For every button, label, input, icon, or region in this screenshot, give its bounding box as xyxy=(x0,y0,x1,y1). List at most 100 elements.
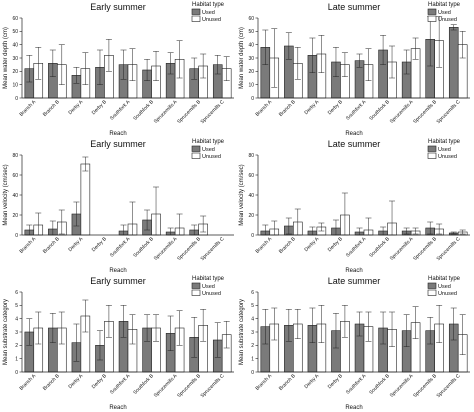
y-tick-label: 0 xyxy=(251,96,254,102)
x-tick-label: Southfork A xyxy=(109,99,132,122)
y-tick-label: 40 xyxy=(12,193,18,199)
legend-label-unused: Unused xyxy=(438,291,457,297)
y-tick-label: 60 xyxy=(248,173,254,179)
chart-panel-4: Late summer 0 20 40 60 80 Branch A Branch B Derb… xyxy=(239,139,470,274)
chart-panel-2: Late summer 0 10 20 30 40 50 60 Branch A Branch B… xyxy=(239,2,470,137)
x-tick-label: Derby A xyxy=(303,99,320,116)
legend-swatch-used xyxy=(427,8,437,15)
chart-title: Early summer xyxy=(90,276,146,286)
y-axis-title: Mean velocity (cm/sec) xyxy=(3,164,9,225)
legend-swatch-unused xyxy=(191,15,201,22)
y-tick-label: 60 xyxy=(248,16,254,22)
x-axis-title: Reach xyxy=(109,405,126,411)
chart-title: Late summer xyxy=(328,2,381,12)
x-tick-label: Southfork A xyxy=(109,236,132,259)
legend-label-used: Used xyxy=(202,10,215,16)
y-tick-label: 60 xyxy=(12,16,18,22)
legend-label-used: Used xyxy=(202,284,215,290)
legend-title: Habitat type xyxy=(192,2,225,8)
y-tick-label: 10 xyxy=(248,82,254,88)
y-tick-label: 30 xyxy=(248,56,254,62)
x-tick-label: Southfork A xyxy=(345,236,368,259)
y-tick-label: 0 xyxy=(15,96,18,102)
chart-panel-5: Early summer 0 1 2 3 4 5 6 Branch A Branch B Derby… xyxy=(3,276,234,411)
y-tick-label: 20 xyxy=(248,69,254,75)
x-tick-label: Branch A xyxy=(255,236,274,255)
y-axis-title: Mean water depth (cm) xyxy=(3,27,9,89)
chart-title: Early summer xyxy=(90,2,146,12)
x-tick-label: Southfork A xyxy=(109,373,132,396)
x-axis-title: Reach xyxy=(345,405,362,411)
legend-swatch-unused xyxy=(427,152,437,159)
legend-label-unused: Unused xyxy=(202,291,221,297)
x-tick-label: Southfork A xyxy=(345,373,368,396)
y-tick-label: 20 xyxy=(12,213,18,219)
x-tick-label: Derby B xyxy=(91,99,108,116)
y-axis-title: Mean substrate category xyxy=(239,299,245,365)
x-tick-label: Sprucemills C xyxy=(436,236,462,262)
x-tick-label: Southfork B xyxy=(368,99,391,122)
x-tick-label: Branch A xyxy=(255,99,274,118)
x-tick-label: Derby B xyxy=(91,236,108,253)
x-tick-label: Branch B xyxy=(278,99,297,118)
x-tick-label: Southfork B xyxy=(368,236,391,259)
x-tick-label: Derby B xyxy=(327,373,344,390)
x-tick-label: Branch B xyxy=(278,373,297,392)
chart-panel-6: Late summer 0 1 2 3 4 5 6 Branch A Branch B Derby … xyxy=(239,276,470,411)
y-tick-label: 40 xyxy=(12,42,18,48)
x-axis-title: Reach xyxy=(109,131,126,137)
legend-swatch-unused xyxy=(191,289,201,296)
legend-title: Habitat type xyxy=(428,139,461,145)
x-tick-label: Branch A xyxy=(255,373,274,392)
y-tick-label: 5 xyxy=(15,303,18,309)
legend-swatch-used xyxy=(191,145,201,152)
y-tick-label: 30 xyxy=(12,56,18,62)
legend-title: Habitat type xyxy=(192,276,225,282)
y-tick-label: 6 xyxy=(251,290,254,296)
y-tick-label: 80 xyxy=(248,153,254,159)
y-tick-label: 3 xyxy=(15,330,18,336)
y-axis-title: Mean velocity (cm/sec) xyxy=(239,164,245,225)
y-tick-label: 0 xyxy=(251,370,254,376)
x-tick-label: Branch A xyxy=(19,236,38,255)
y-tick-label: 20 xyxy=(12,69,18,75)
chart-title: Early summer xyxy=(90,139,146,149)
y-tick-label: 20 xyxy=(248,213,254,219)
x-tick-label: Derby A xyxy=(303,373,320,390)
y-tick-label: 6 xyxy=(15,290,18,296)
y-tick-label: 4 xyxy=(15,316,18,322)
x-tick-label: Derby B xyxy=(327,236,344,253)
legend-swatch-used xyxy=(191,282,201,289)
y-tick-label: 0 xyxy=(15,370,18,376)
y-axis-title: Mean water depth (cm) xyxy=(239,27,245,89)
chart-panel-1: Early summer 0 10 20 30 40 50 60 Branch A Branch … xyxy=(3,2,234,137)
bar-used-9 xyxy=(448,27,459,99)
legend-label-unused: Unused xyxy=(438,154,457,160)
legend-label-used: Used xyxy=(438,284,451,290)
x-axis-title: Reach xyxy=(345,131,362,137)
x-tick-label: Branch B xyxy=(42,99,61,118)
legend-swatch-used xyxy=(427,282,437,289)
chart-title: Late summer xyxy=(328,276,381,286)
bar-unused-3 xyxy=(80,163,91,236)
legend-swatch-used xyxy=(427,145,437,152)
x-axis-title: Reach xyxy=(109,268,126,274)
chart-panel-3: Early summer 0 20 40 60 80 Branch A Branch B Der… xyxy=(3,139,234,274)
legend-title: Habitat type xyxy=(192,139,225,145)
y-tick-label: 60 xyxy=(12,173,18,179)
x-tick-label: Sprucemills C xyxy=(200,373,226,399)
x-axis-title: Reach xyxy=(345,268,362,274)
legend-swatch-used xyxy=(191,8,201,15)
y-tick-label: 50 xyxy=(248,29,254,35)
x-tick-label: Derby B xyxy=(327,99,344,116)
legend-label-used: Used xyxy=(202,147,215,153)
x-tick-label: Derby A xyxy=(67,99,84,116)
y-tick-label: 1 xyxy=(15,356,18,362)
y-tick-label: 3 xyxy=(251,330,254,336)
chart-title: Late summer xyxy=(328,139,381,149)
x-tick-label: Derby A xyxy=(67,373,84,390)
x-tick-label: Southfork A xyxy=(345,99,368,122)
legend-swatch-unused xyxy=(427,15,437,22)
x-tick-label: Southfork B xyxy=(132,373,155,396)
